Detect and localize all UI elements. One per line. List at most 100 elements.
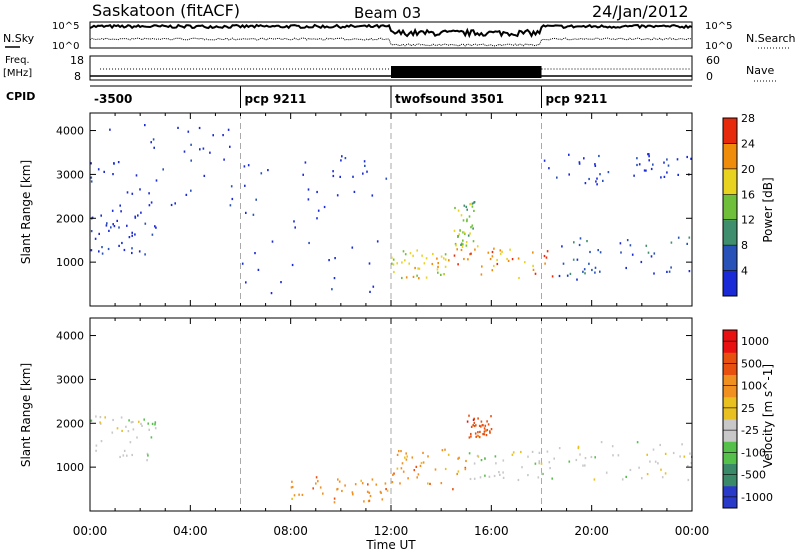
data-cell-2	[254, 252, 256, 255]
data-cell-3	[493, 474, 496, 478]
data-cell-4	[532, 251, 534, 254]
data-cell-1	[317, 480, 319, 483]
data-cell-2	[452, 488, 454, 491]
data-cell-2	[396, 453, 399, 456]
data-cell-2	[334, 257, 336, 260]
data-cell-2	[417, 473, 420, 476]
y-tick-label: 1000	[56, 461, 84, 474]
data-cell-5	[611, 445, 614, 448]
data-cell-5	[472, 240, 475, 243]
y-tick-label: 2000	[56, 212, 84, 225]
data-cell-2	[352, 175, 354, 178]
data-cell-0	[113, 225, 116, 228]
data-cell-1	[90, 162, 92, 165]
data-cell-1	[202, 147, 205, 150]
data-cell-3	[473, 462, 476, 465]
data-cell-0	[95, 415, 97, 418]
data-cell-7	[596, 177, 598, 180]
data-cell-1	[222, 134, 224, 137]
data-cell-1	[384, 482, 387, 485]
data-cell-5	[689, 452, 691, 455]
data-cell-4	[518, 276, 520, 280]
data-cell-1	[174, 202, 176, 205]
data-cell-0	[122, 454, 125, 457]
data-cell-1	[150, 141, 152, 144]
data-cell-0	[141, 424, 143, 427]
data-cell-1	[291, 497, 293, 500]
colorbar-swatch	[723, 245, 737, 272]
data-cell-0	[154, 423, 156, 426]
data-cell-0	[111, 431, 114, 434]
data-cell-7	[568, 153, 570, 156]
data-cell-3	[502, 459, 505, 462]
date-label: 24/Jan/2012	[592, 2, 689, 21]
data-cell-5	[465, 241, 468, 244]
data-cell-1	[153, 146, 155, 149]
data-cell-3	[469, 477, 472, 481]
n-search-trace	[89, 37, 693, 47]
data-cell-6	[579, 237, 582, 240]
data-cell-0	[144, 253, 146, 256]
data-cell-4	[483, 430, 486, 433]
data-cell-5	[465, 205, 468, 208]
data-cell-2	[371, 194, 374, 197]
noise-left-tick-bottom: 10^0	[52, 41, 79, 52]
data-cell-1	[135, 174, 138, 177]
data-cell-5	[460, 243, 462, 246]
data-cell-3	[521, 466, 523, 469]
data-cell-3	[444, 265, 447, 268]
data-cell-0	[143, 418, 145, 421]
data-cell-5	[584, 457, 587, 460]
data-cell-3	[498, 471, 500, 474]
data-cell-1	[229, 204, 232, 207]
data-cell-2	[308, 241, 310, 245]
data-cell-2	[429, 482, 431, 485]
data-cell-3	[488, 475, 491, 478]
data-cell-0	[131, 231, 133, 234]
data-cell-3	[425, 276, 428, 279]
data-cell-3	[484, 474, 486, 477]
data-cell-4	[489, 257, 492, 261]
data-cell-5	[469, 232, 471, 235]
data-cell-2	[402, 470, 405, 473]
data-cell-3	[392, 263, 395, 266]
data-cell-2	[344, 157, 347, 160]
colorbar-tick-label: 8	[741, 239, 748, 252]
data-cell-0	[151, 233, 154, 236]
data-cell-5	[612, 454, 614, 457]
data-cell-4	[480, 273, 483, 276]
colorbar-swatch	[723, 270, 737, 297]
data-cell-1	[315, 476, 318, 479]
data-cell-1	[333, 497, 336, 500]
data-cell-2	[323, 205, 326, 209]
data-cell-2	[270, 292, 273, 295]
data-cell-5	[454, 242, 457, 246]
n-search-label: N.Search	[746, 32, 796, 45]
data-cell-3	[511, 453, 514, 456]
data-cell-2	[444, 448, 446, 451]
data-cell-0	[95, 449, 97, 452]
data-cell-1	[351, 491, 354, 494]
data-cell-1	[367, 483, 369, 486]
data-cell-1	[139, 188, 141, 191]
data-cell-6	[594, 271, 596, 274]
data-cell-7	[584, 182, 587, 185]
data-cell-0	[129, 441, 132, 444]
data-cell-4	[470, 435, 472, 438]
data-cell-0	[101, 252, 104, 255]
data-cell-1	[97, 168, 100, 171]
data-cell-5	[636, 441, 639, 444]
data-cell-6	[558, 274, 561, 278]
data-cell-3	[436, 257, 438, 260]
data-cell-2	[372, 285, 375, 288]
data-cell-4	[506, 257, 508, 261]
data-cell-6	[578, 243, 581, 247]
colorbar-swatch	[723, 143, 737, 170]
data-cell-3	[468, 452, 471, 455]
data-cell-2	[398, 450, 400, 453]
data-cell-5	[654, 460, 657, 463]
data-cell-5	[460, 214, 463, 217]
data-cell-2	[415, 465, 418, 468]
data-cell-0	[112, 418, 114, 422]
data-cell-2	[260, 172, 263, 175]
